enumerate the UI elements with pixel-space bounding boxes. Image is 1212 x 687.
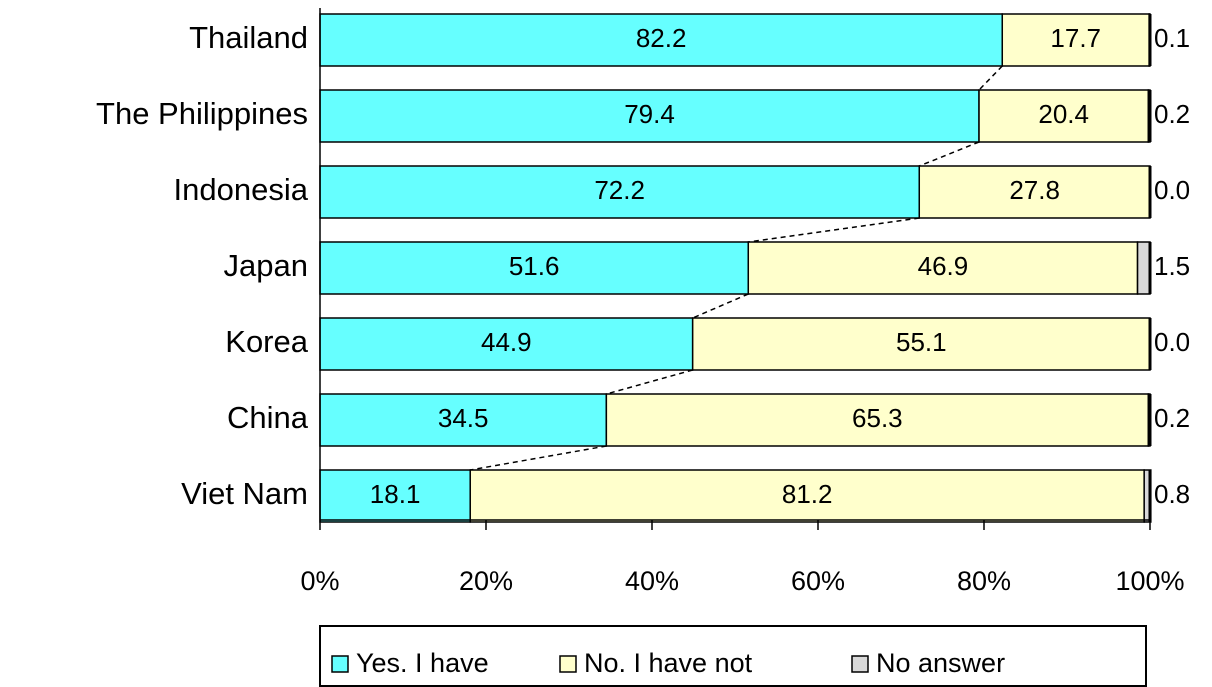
series-line [748,217,920,243]
value-label: 72.2 [594,175,645,205]
bar-segment [747,241,1139,295]
value-label: 51.6 [509,251,560,281]
legend-label: Yes. I have [356,648,489,678]
value-label: 55.1 [896,327,947,357]
bar-segment [691,317,1151,371]
value-label: 0.1 [1154,23,1190,53]
legend-swatch [559,655,577,673]
value-label: 18.1 [370,479,421,509]
series-line [606,369,693,395]
bar-segment [319,317,694,371]
bar-segment [1001,13,1150,67]
value-label: 0.0 [1154,327,1190,357]
x-tick-label: 0% [300,566,339,596]
bar-segment [319,13,1004,67]
value-label: 17.7 [1050,23,1101,53]
legend-swatch [851,655,869,673]
category-label: The Philippines [96,96,308,131]
category-label: China [227,400,309,435]
value-label: 65.3 [852,403,903,433]
series-line [692,293,749,319]
bar-segment [319,165,921,219]
category-label: Viet Nam [181,476,308,511]
value-label: 79.4 [624,99,675,129]
bar-segment [319,393,608,447]
value-label: 44.9 [481,327,532,357]
value-label: 27.8 [1009,175,1060,205]
series-line [978,65,1003,91]
bar-segment [1136,241,1151,295]
bar-segment [319,241,750,295]
x-tick-label: 100% [1115,566,1184,596]
value-label: 82.2 [636,23,687,53]
x-tick-label: 60% [791,566,845,596]
bar-segment [469,469,1145,523]
category-label: Thailand [189,20,308,55]
value-label: 0.2 [1154,99,1190,129]
value-label: 20.4 [1038,99,1089,129]
value-label: 34.5 [438,403,489,433]
bar-segment [978,89,1150,143]
value-label: 0.0 [1154,175,1190,205]
category-label: Korea [225,324,308,359]
bar-segment [605,393,1150,447]
bar-segment [319,89,980,143]
value-label: 0.2 [1154,403,1190,433]
value-label: 0.8 [1154,479,1190,509]
series-line [470,445,607,471]
category-label: Indonesia [174,172,309,207]
x-tick-label: 80% [957,566,1011,596]
value-label: 81.2 [782,479,833,509]
x-tick-label: 20% [459,566,513,596]
legend-box [319,625,1147,687]
value-label: 1.5 [1154,251,1190,281]
x-tick-label: 40% [625,566,679,596]
legend-label: No. I have not [584,648,753,678]
bar-segment [319,469,471,523]
legend-swatch [331,655,349,673]
category-label: Japan [224,248,308,283]
legend-label: No answer [876,648,1005,678]
series-line [918,141,980,167]
value-label: 46.9 [918,251,969,281]
